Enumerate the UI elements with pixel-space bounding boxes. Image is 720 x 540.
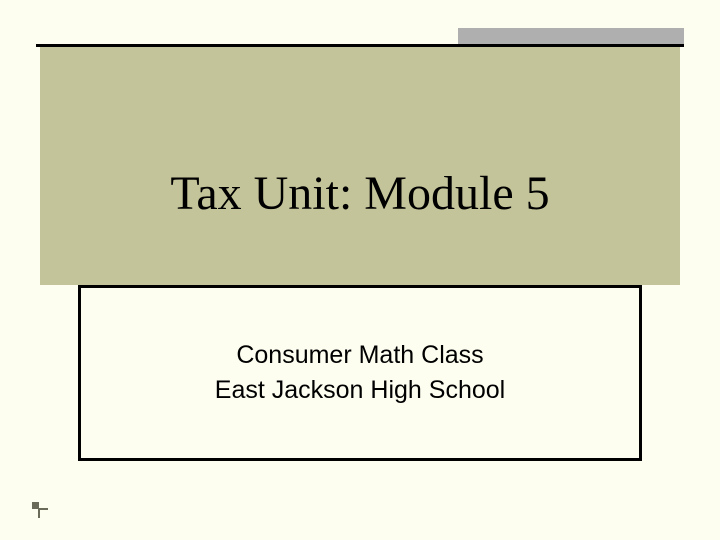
corner-decoration-icon — [32, 502, 46, 516]
slide-title: Tax Unit: Module 5 — [0, 166, 720, 221]
top-accent-bar — [458, 28, 684, 44]
subtitle-box: Consumer Math Class East Jackson High Sc… — [78, 285, 642, 461]
subtitle-line-1: Consumer Math Class — [236, 341, 483, 370]
subtitle-line-2: East Jackson High School — [215, 376, 505, 405]
slide: Tax Unit: Module 5 Consumer Math Class E… — [0, 0, 720, 540]
